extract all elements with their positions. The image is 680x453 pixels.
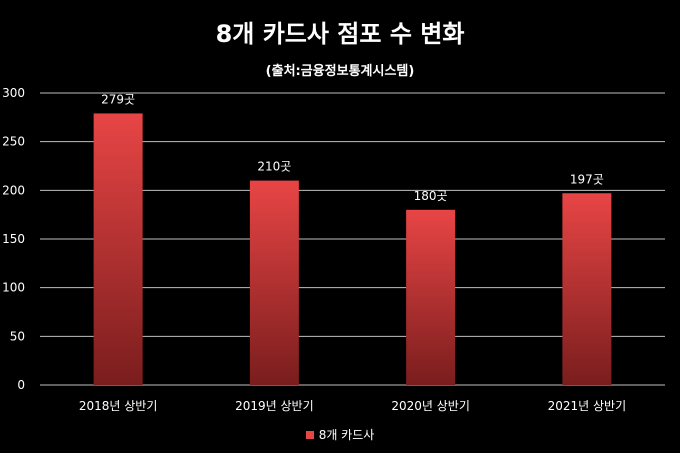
y-tick-label: 50 <box>10 329 25 343</box>
data-label: 279곳 <box>101 92 135 106</box>
legend-swatch <box>305 430 314 439</box>
y-tick-label: 200 <box>2 183 25 197</box>
chart-title: 8개 카드사 점포 수 변화 <box>215 20 465 48</box>
legend: 8개 카드사 <box>0 426 680 443</box>
data-label: 197곳 <box>570 172 604 186</box>
y-tick-label: 250 <box>2 135 25 149</box>
x-tick-label: 2018년 상반기 <box>79 399 158 413</box>
bar <box>562 193 612 385</box>
y-tick-label: 150 <box>2 232 25 246</box>
y-tick-label: 0 <box>17 378 25 392</box>
data-label: 180곳 <box>414 189 448 203</box>
x-tick-label: 2021년 상반기 <box>548 399 627 413</box>
x-tick-label: 2020년 상반기 <box>391 399 470 413</box>
chart-subtitle: (출처:금융정보통계시스템) <box>265 64 415 79</box>
x-tick-label: 2019년 상반기 <box>235 399 314 413</box>
bar <box>93 113 143 385</box>
data-label: 210곳 <box>257 160 291 174</box>
y-tick-label: 100 <box>2 281 25 295</box>
legend-label: 8개 카드사 <box>318 428 375 442</box>
y-tick-label: 300 <box>2 86 25 100</box>
bar <box>249 180 299 385</box>
bar <box>406 209 456 385</box>
